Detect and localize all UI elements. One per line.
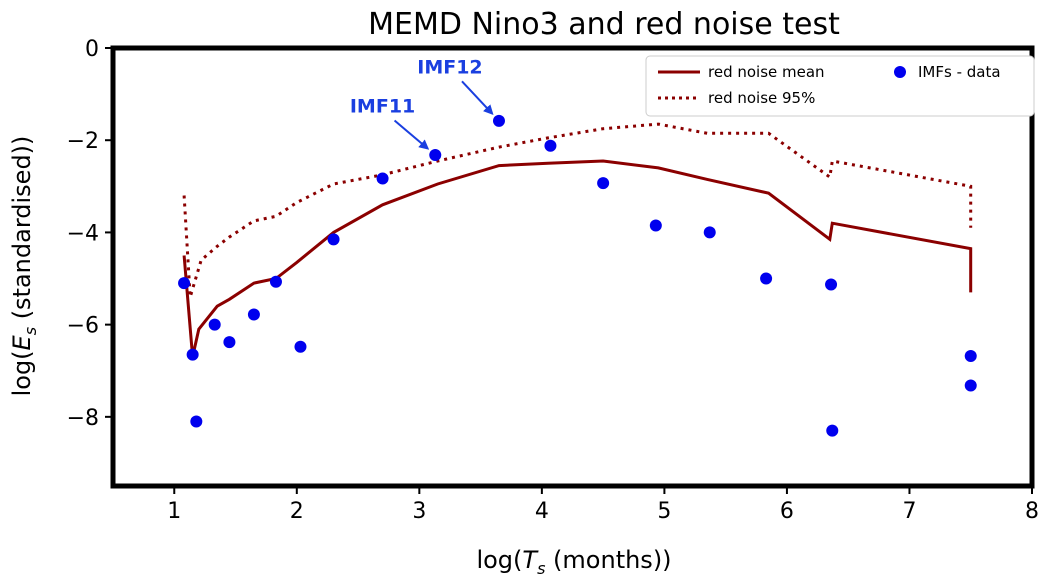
imf-data-point	[269, 275, 282, 288]
series-lines	[182, 122, 973, 358]
imf-data-point	[964, 349, 977, 362]
x-tick-label: 1	[167, 499, 181, 524]
x-tick-label: 2	[290, 499, 304, 524]
imf-data-point	[186, 348, 199, 361]
imf-data-point	[190, 415, 203, 428]
imf-data-point	[760, 272, 773, 285]
y-tick-label: −6	[67, 314, 99, 339]
legend-label-red-noise-95: red noise 95%	[708, 89, 815, 107]
y-tick-label: −4	[67, 221, 99, 246]
imf-data-point	[492, 114, 505, 127]
red-noise-95-line	[182, 122, 973, 298]
annotation-arrow	[461, 80, 494, 116]
x-axis-label: log(Ts (months))	[476, 546, 671, 578]
x-tick-label: 3	[412, 499, 426, 524]
y-tick-label: 0	[85, 37, 99, 62]
imf-data-point	[327, 233, 340, 246]
imf-data-point	[294, 340, 307, 353]
y-tick-label: −2	[67, 129, 99, 154]
y-axis-label: log(Es (standardised))	[8, 136, 40, 397]
imf-data-point	[703, 226, 716, 239]
y-tick-label: −8	[67, 406, 99, 431]
x-tick-label: 7	[902, 499, 916, 524]
imf-data-point	[429, 148, 442, 161]
imf-data-point	[826, 424, 839, 437]
legend: red noise mean red noise 95% IMFs - data	[645, 55, 1035, 117]
imf-data-point	[178, 277, 191, 290]
chart-title: MEMD Nino3 and red noise test	[368, 7, 840, 42]
annotation-label: IMF11	[350, 96, 415, 118]
annotation-arrow	[393, 119, 430, 150]
legend-swatch-imfs	[894, 66, 906, 78]
imf-data-point	[964, 379, 977, 392]
imf-data-point	[649, 219, 662, 232]
annotation-label: IMF12	[417, 56, 482, 78]
legend-label-red-noise-mean: red noise mean	[708, 63, 825, 81]
x-tick-label: 4	[535, 499, 549, 524]
imf-data-point	[825, 278, 838, 291]
imf-data-point	[223, 336, 236, 349]
series-points	[178, 114, 977, 437]
imf-data-point	[208, 318, 221, 331]
x-tick-label: 5	[657, 499, 671, 524]
imf-data-point	[376, 172, 389, 185]
legend-box	[645, 55, 1035, 117]
x-tick-label: 6	[780, 499, 794, 524]
legend-label-imfs: IMFs - data	[918, 63, 1001, 81]
imf-data-point	[544, 139, 557, 152]
red-noise-mean-line	[182, 159, 973, 358]
plot-frame	[110, 45, 1035, 489]
x-tick-label: 8	[1025, 499, 1039, 524]
imf-data-point	[247, 308, 260, 321]
axis-ticks: 1 2 3 4 5 6 7 8 0 −2 −4 −6 −8	[67, 37, 1039, 524]
imf-data-point	[597, 177, 610, 190]
